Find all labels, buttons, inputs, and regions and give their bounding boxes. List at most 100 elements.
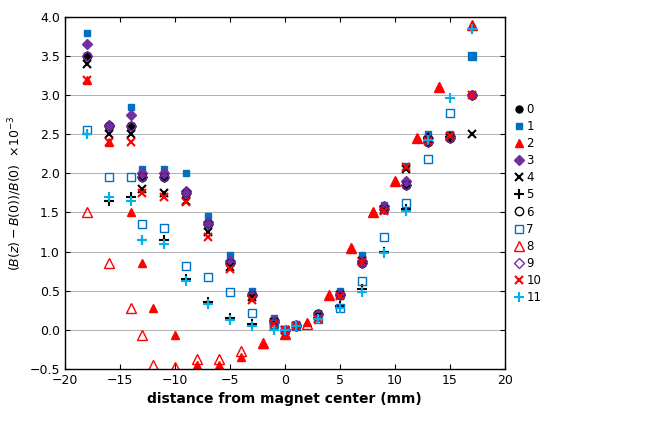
0: [226, 261, 234, 266]
4: [358, 258, 366, 263]
1: [336, 288, 344, 293]
8: [127, 305, 135, 310]
9: [105, 124, 113, 129]
7: [83, 128, 91, 133]
6: [446, 136, 454, 141]
0: [138, 175, 146, 180]
6: [314, 312, 322, 317]
8: [281, 331, 289, 336]
10: [270, 321, 278, 326]
6: [226, 261, 234, 266]
1: [127, 104, 135, 109]
1: [281, 327, 289, 332]
10: [446, 133, 454, 138]
9: [182, 190, 190, 195]
0: [424, 139, 432, 145]
0: [160, 175, 168, 180]
2: [259, 341, 267, 346]
1: [138, 167, 146, 172]
4: [336, 293, 344, 298]
3: [138, 171, 146, 176]
7: [105, 175, 113, 180]
1: [248, 288, 256, 293]
9: [127, 124, 135, 129]
2: [391, 179, 399, 184]
5: [160, 237, 168, 243]
2: [468, 22, 476, 27]
2: [281, 331, 289, 336]
3: [127, 112, 135, 117]
1: [292, 321, 300, 326]
11: [336, 305, 344, 310]
6: [424, 139, 432, 145]
10: [292, 324, 300, 329]
3: [314, 312, 322, 317]
4: [468, 132, 476, 137]
Line: 0: 0: [83, 53, 475, 333]
8: [193, 356, 201, 361]
8: [391, 179, 399, 184]
6: [468, 92, 476, 98]
8: [303, 321, 311, 326]
7: [138, 222, 146, 227]
Line: 2: 2: [83, 21, 476, 369]
9: [292, 324, 300, 329]
8: [171, 364, 179, 369]
10: [182, 200, 190, 205]
2: [83, 77, 91, 82]
10: [468, 92, 476, 98]
5: [402, 206, 410, 211]
9: [138, 175, 146, 180]
1: [105, 124, 113, 129]
6: [204, 222, 212, 227]
11: [204, 301, 212, 307]
X-axis label: distance from magnet center (mm): distance from magnet center (mm): [148, 392, 422, 406]
0: [336, 292, 344, 297]
4: [314, 313, 322, 318]
4: [402, 167, 410, 172]
8: [468, 22, 476, 27]
Line: 9: 9: [83, 53, 475, 333]
1: [446, 132, 454, 137]
5: [446, 134, 454, 139]
5: [281, 327, 289, 332]
11: [270, 327, 278, 332]
5: [226, 315, 234, 321]
6: [138, 175, 146, 180]
4: [424, 137, 432, 142]
9: [226, 261, 234, 266]
7: [358, 279, 366, 284]
4: [204, 229, 212, 234]
7: [380, 235, 388, 240]
10: [226, 266, 234, 271]
0: [83, 53, 91, 59]
4: [281, 327, 289, 332]
9: [358, 261, 366, 266]
1: [358, 253, 366, 258]
10: [402, 165, 410, 170]
3: [358, 258, 366, 263]
6: [270, 319, 278, 324]
0: [314, 312, 322, 317]
10: [105, 139, 113, 145]
10: [358, 259, 366, 264]
7: [226, 290, 234, 295]
8: [138, 333, 146, 338]
Line: 7: 7: [83, 52, 476, 334]
11: [127, 198, 135, 203]
11: [83, 132, 91, 137]
5: [424, 136, 432, 141]
7: [468, 53, 476, 59]
Y-axis label: $(B(z) - B(0))/B(0)$  $\times 10^{-3}$: $(B(z) - B(0))/B(0)$ $\times 10^{-3}$: [6, 115, 24, 271]
4: [446, 134, 454, 139]
3: [83, 42, 91, 47]
5: [358, 287, 366, 292]
1: [83, 30, 91, 35]
8: [259, 340, 267, 346]
1: [226, 253, 234, 258]
Line: 11: 11: [82, 24, 477, 335]
7: [424, 157, 432, 162]
11: [314, 316, 322, 321]
8: [347, 245, 355, 250]
7: [292, 324, 300, 329]
